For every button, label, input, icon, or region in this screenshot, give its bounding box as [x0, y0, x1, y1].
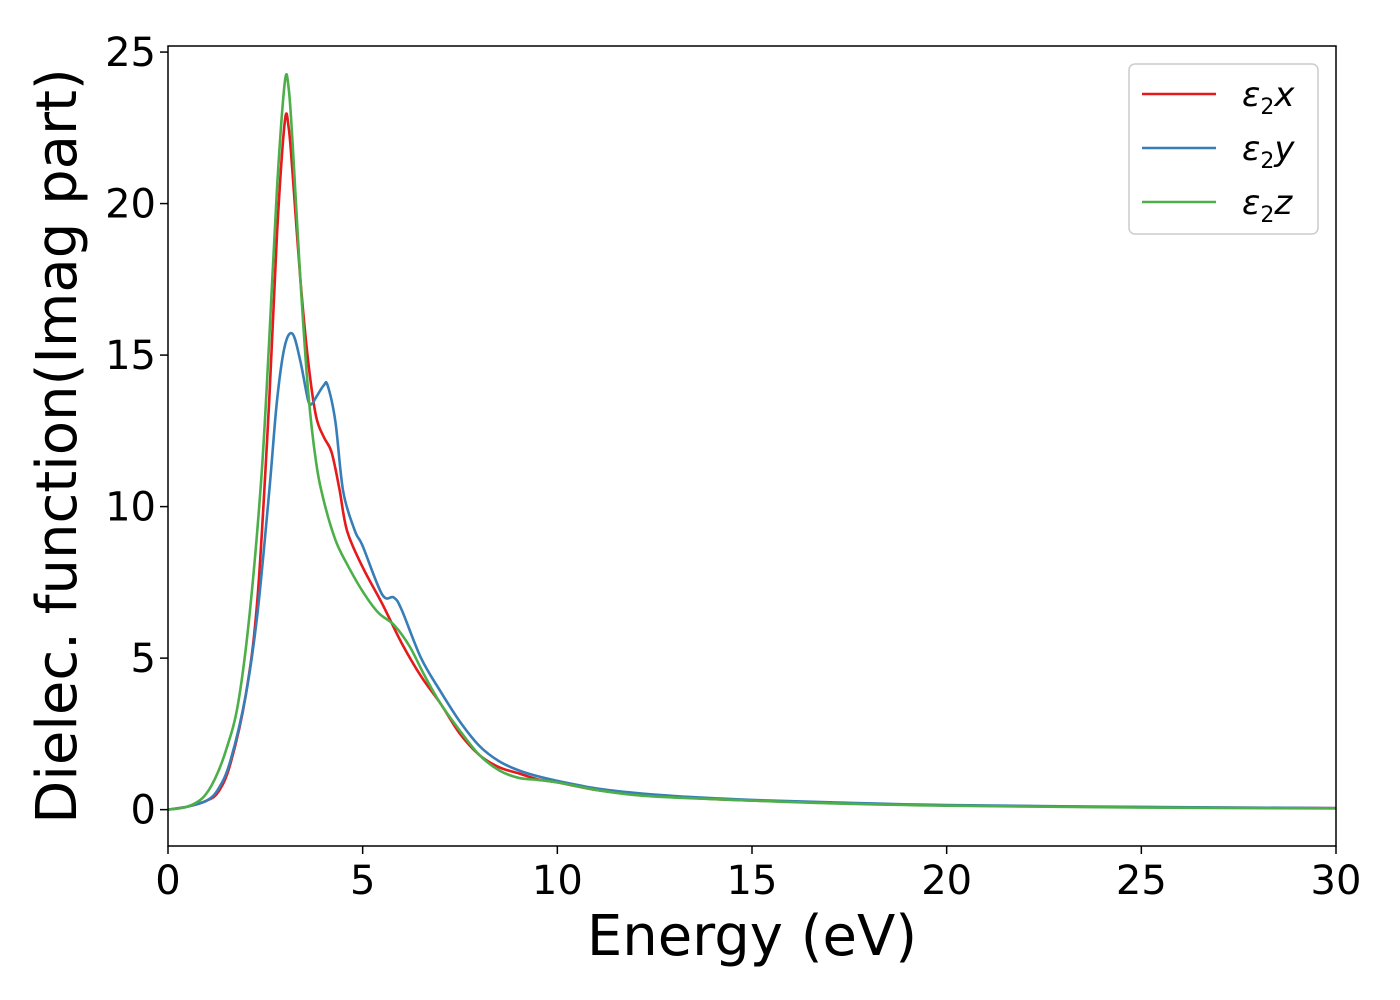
- x-tick-label: 20: [921, 858, 972, 904]
- legend-label-x: ε2x: [1242, 75, 1295, 120]
- x-tick-label: 5: [350, 858, 375, 904]
- series-line-y: [167, 331, 1337, 811]
- y-axis: 0 5 10 15 20 25: [105, 30, 168, 834]
- y-tick-label: 25: [105, 30, 156, 76]
- y-tick-label: 15: [105, 333, 156, 379]
- x-tick-label: 15: [727, 858, 778, 904]
- legend-label-z: ε2z: [1242, 183, 1293, 228]
- y-tick-label: 10: [105, 485, 156, 531]
- x-tick-label: 30: [1311, 858, 1362, 904]
- x-axis: 0 5 10 15 20 25 30: [155, 846, 1361, 904]
- y-axis-label: Dielec. function(Imag part): [25, 68, 90, 824]
- x-tick-label: 10: [532, 858, 583, 904]
- x-axis-label: Energy (eV): [587, 904, 917, 969]
- series-layer: [167, 72, 1337, 811]
- x-tick-label: 25: [1116, 858, 1167, 904]
- legend-label-y: ε2y: [1242, 129, 1295, 174]
- x-tick-label: 0: [155, 858, 180, 904]
- y-tick-label: 5: [131, 636, 156, 682]
- y-tick-label: 0: [131, 788, 156, 834]
- series-line-z: [167, 72, 1337, 811]
- legend-frame: [1128, 63, 1319, 235]
- legend: ε2x ε2y ε2z: [1128, 63, 1319, 235]
- y-tick-label: 20: [105, 182, 156, 228]
